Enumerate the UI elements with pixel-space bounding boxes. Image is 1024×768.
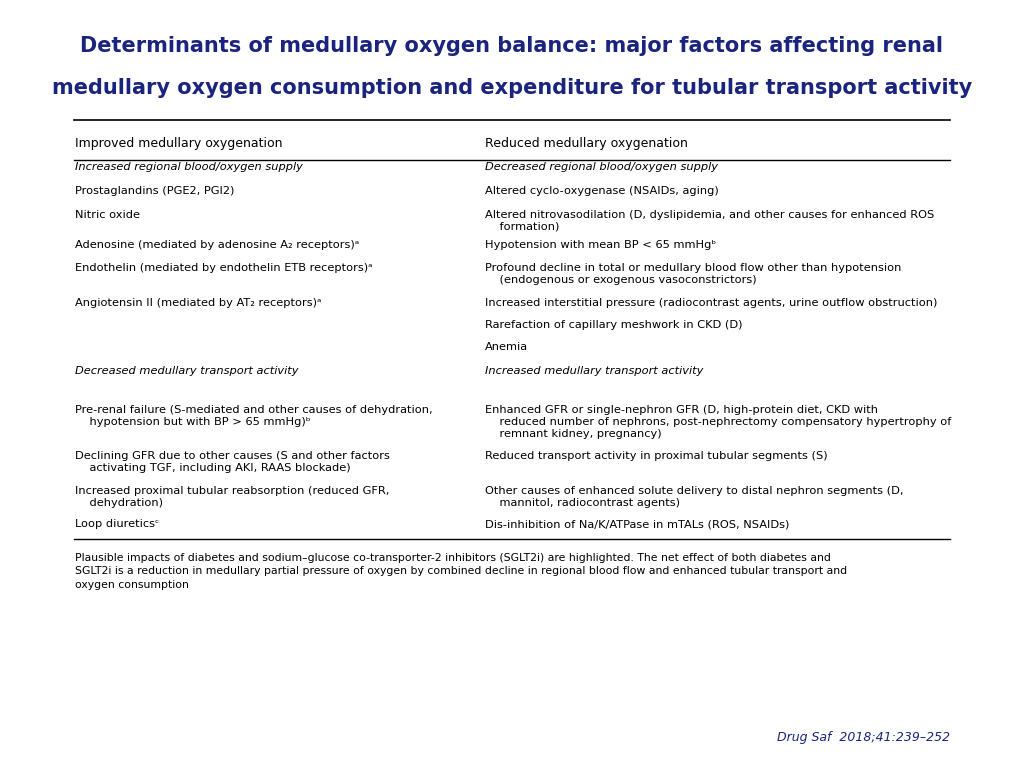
Text: Adenosine (mediated by adenosine A₂ receptors)ᵃ: Adenosine (mediated by adenosine A₂ rece… — [76, 240, 359, 250]
Text: Decreased regional blood/oxygen supply: Decreased regional blood/oxygen supply — [485, 162, 718, 172]
Text: Anemia: Anemia — [485, 342, 528, 352]
Text: Nitric oxide: Nitric oxide — [76, 210, 140, 220]
Text: Increased interstitial pressure (radiocontrast agents, urine outflow obstruction: Increased interstitial pressure (radioco… — [485, 297, 938, 307]
Text: Reduced medullary oxygenation: Reduced medullary oxygenation — [485, 137, 688, 150]
Text: Altered cyclo-oxygenase (NSAIDs, aging): Altered cyclo-oxygenase (NSAIDs, aging) — [485, 186, 719, 196]
Text: Angiotensin II (mediated by AT₂ receptors)ᵃ: Angiotensin II (mediated by AT₂ receptor… — [76, 297, 322, 307]
Text: Rarefaction of capillary meshwork in CKD (D): Rarefaction of capillary meshwork in CKD… — [485, 320, 742, 330]
Text: Drug Saf  2018;41:239–252: Drug Saf 2018;41:239–252 — [777, 730, 950, 743]
Text: Endothelin (mediated by endothelin ETB receptors)ᵃ: Endothelin (mediated by endothelin ETB r… — [76, 263, 373, 273]
Text: Loop diureticsᶜ: Loop diureticsᶜ — [76, 519, 160, 529]
Text: Improved medullary oxygenation: Improved medullary oxygenation — [76, 137, 283, 150]
Text: Other causes of enhanced solute delivery to distal nephron segments (D,
    mann: Other causes of enhanced solute delivery… — [485, 486, 903, 508]
Text: Prostaglandins (PGE2, PGI2): Prostaglandins (PGE2, PGI2) — [76, 186, 234, 196]
Text: Hypotension with mean BP < 65 mmHgᵇ: Hypotension with mean BP < 65 mmHgᵇ — [485, 240, 717, 250]
Text: Dis-inhibition of Na/K/ATPase in mTALs (ROS, NSAIDs): Dis-inhibition of Na/K/ATPase in mTALs (… — [485, 519, 790, 529]
Text: Declining GFR due to other causes (S and other factors
    activating TGF, inclu: Declining GFR due to other causes (S and… — [76, 451, 390, 473]
Text: Pre-renal failure (S-mediated and other causes of dehydration,
    hypotension b: Pre-renal failure (S-mediated and other … — [76, 405, 433, 427]
Text: Determinants of medullary oxygen balance: major factors affecting renal: Determinants of medullary oxygen balance… — [81, 36, 943, 56]
Text: medullary oxygen consumption and expenditure for tubular transport activity: medullary oxygen consumption and expendi… — [52, 78, 972, 98]
Text: Altered nitrovasodilation (D, dyslipidemia, and other causes for enhanced ROS
  : Altered nitrovasodilation (D, dyslipidem… — [485, 210, 935, 232]
Text: Profound decline in total or medullary blood flow other than hypotension
    (en: Profound decline in total or medullary b… — [485, 263, 901, 286]
Text: Reduced transport activity in proximal tubular segments (S): Reduced transport activity in proximal t… — [485, 451, 827, 461]
Text: Plausible impacts of diabetes and sodium–glucose co-transporter-2 inhibitors (SG: Plausible impacts of diabetes and sodium… — [76, 553, 848, 590]
Text: Increased proximal tubular reabsorption (reduced GFR,
    dehydration): Increased proximal tubular reabsorption … — [76, 486, 390, 508]
Text: Increased regional blood/oxygen supply: Increased regional blood/oxygen supply — [76, 162, 303, 172]
Text: Enhanced GFR or single-nephron GFR (D, high-protein diet, CKD with
    reduced n: Enhanced GFR or single-nephron GFR (D, h… — [485, 405, 951, 439]
Text: Decreased medullary transport activity: Decreased medullary transport activity — [76, 366, 299, 376]
Text: Increased medullary transport activity: Increased medullary transport activity — [485, 366, 703, 376]
